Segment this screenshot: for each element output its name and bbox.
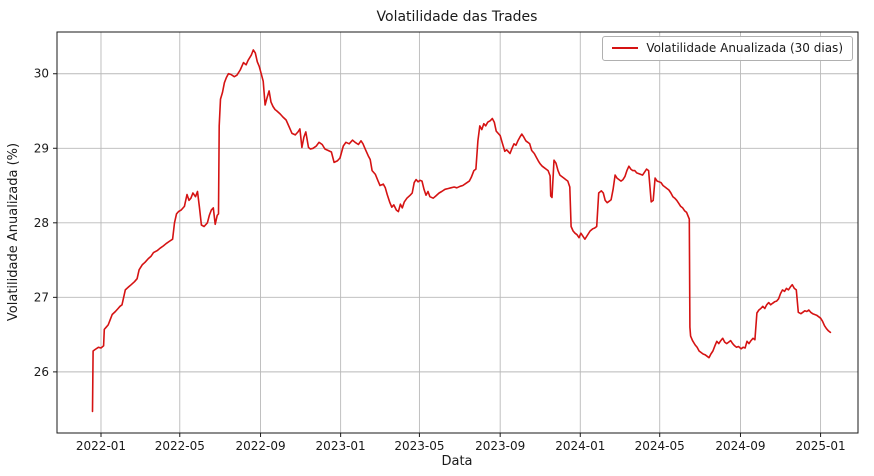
legend-label: Volatilidade Anualizada (30 dias)	[646, 41, 843, 55]
x-tick-label: 2022-01	[76, 439, 126, 453]
y-tick-label: 28	[34, 216, 49, 230]
x-tick-label: 2025-01	[796, 439, 846, 453]
x-tick-label: 2023-09	[475, 439, 525, 453]
y-tick-label: 26	[34, 365, 49, 379]
y-tick-label: 29	[34, 141, 49, 155]
series-layer	[91, 49, 832, 413]
x-axis-label: Data	[441, 454, 472, 469]
tick-layer: 2022-01 2022-05 2022-09 2023-01 2023-05 2023-…	[34, 67, 846, 453]
y-tick-label: 30	[34, 67, 49, 81]
x-tick-label: 2022-09	[235, 439, 285, 453]
chart-title: Volatilidade das Trades	[377, 9, 538, 25]
plot-border	[56, 31, 859, 434]
legend: Volatilidade Anualizada (30 dias)	[602, 36, 853, 61]
x-tick-label: 2023-01	[316, 439, 366, 453]
x-tick-label: 2022-05	[155, 439, 205, 453]
series-line	[91, 49, 832, 413]
x-tick-label: 2024-09	[715, 439, 765, 453]
x-tick-label: 2024-05	[635, 439, 685, 453]
x-tick-label: 2024-01	[555, 439, 605, 453]
y-tick-label: 27	[34, 290, 49, 304]
x-tick-label: 2023-05	[394, 439, 444, 453]
grid-layer	[57, 32, 858, 433]
legend-line-sample-icon	[612, 47, 639, 49]
y-axis-label: Volatilidade Anualizada (%)	[6, 143, 21, 321]
